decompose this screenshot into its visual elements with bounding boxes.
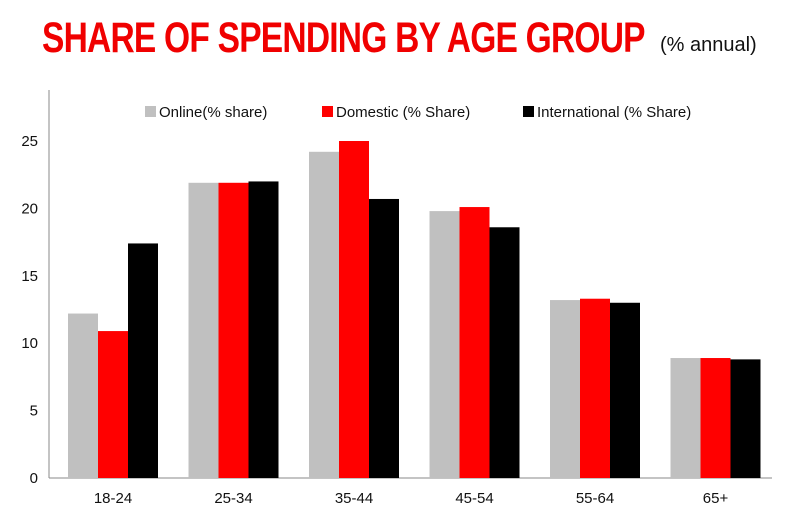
y-tick-label: 10	[21, 335, 38, 352]
legend-label: Online(% share)	[159, 104, 267, 121]
bar-55-64-series-0	[550, 300, 580, 478]
bar-45-54-series-0	[429, 211, 460, 478]
bar-55-64-series-2	[610, 302, 640, 478]
y-tick-label: 5	[30, 403, 38, 420]
x-axis-ticks: 18-24 25-34 35-44 45-54 55-64 65+	[94, 490, 729, 507]
bar-35-44-series-1	[339, 141, 369, 478]
bar-18-24-series-2	[128, 243, 158, 478]
x-tick-label: 25-34	[214, 490, 252, 507]
bar-25-34-series-2	[248, 181, 279, 478]
y-tick-label: 20	[21, 200, 38, 217]
bar-65+-series-1	[700, 358, 731, 478]
legend-swatch	[322, 106, 333, 117]
bar-55-64-series-1	[580, 298, 610, 478]
bar-series-group	[68, 141, 761, 479]
y-tick-label: 0	[30, 470, 38, 487]
x-tick-label: 35-44	[335, 490, 373, 507]
y-tick-label: 15	[21, 268, 38, 285]
legend-label: International (% Share)	[537, 104, 691, 121]
bar-45-54-series-2	[489, 227, 520, 478]
bar-18-24-series-0	[68, 313, 98, 478]
bar-35-44-series-2	[369, 198, 399, 479]
x-tick-label: 18-24	[94, 490, 132, 507]
bar-65+-series-2	[730, 359, 761, 478]
legend-swatch	[145, 106, 156, 117]
bar-25-34-series-1	[218, 182, 249, 478]
chart-subtitle: (% annual)	[660, 34, 757, 56]
legend: Online(% share) Domestic (% Share) Interna…	[145, 104, 691, 121]
bar-35-44-series-0	[309, 151, 339, 478]
bar-25-34-series-0	[188, 182, 219, 478]
legend-label: Domestic (% Share)	[336, 104, 470, 121]
y-axis-ticks: 0 5 10 15 20 25	[21, 133, 38, 487]
x-tick-label: 65+	[703, 490, 729, 507]
legend-swatch	[523, 106, 534, 117]
x-tick-label: 55-64	[576, 490, 614, 507]
bar-18-24-series-1	[98, 331, 128, 478]
x-tick-label: 45-54	[455, 490, 493, 507]
y-tick-label: 25	[21, 133, 38, 150]
bar-65+-series-0	[670, 358, 701, 478]
chart-title: SHARE OF SPENDING BY AGE GROUP	[42, 14, 646, 62]
bar-45-54-series-1	[459, 207, 490, 478]
